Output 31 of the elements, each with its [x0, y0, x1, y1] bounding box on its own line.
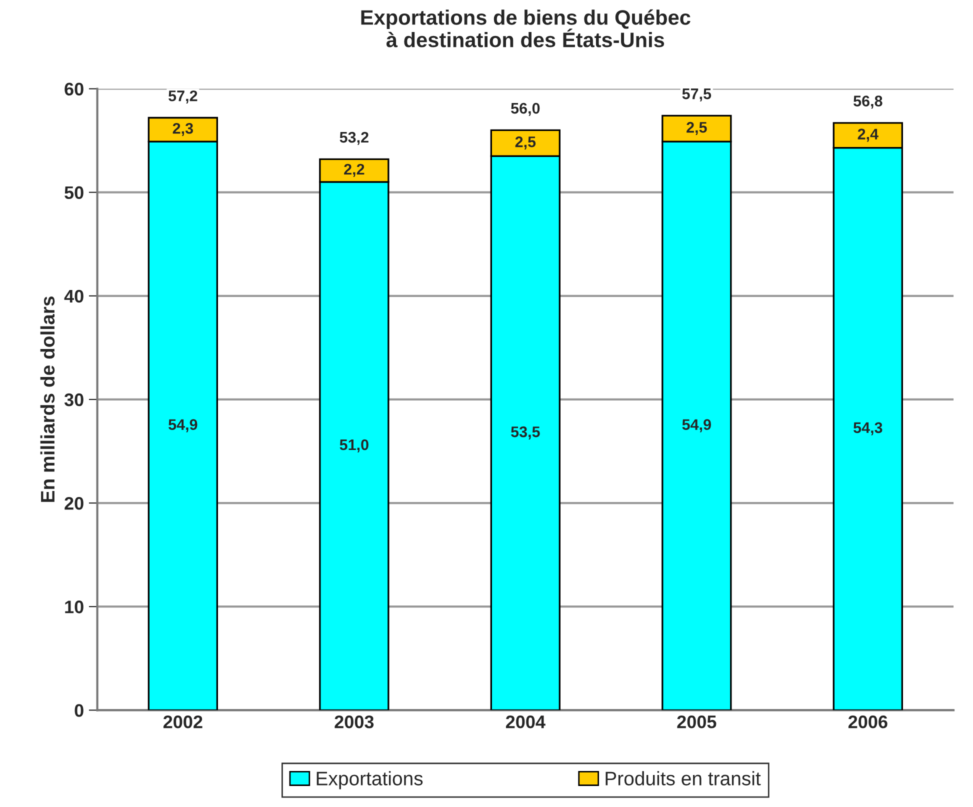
legend-label: Exportations [316, 771, 423, 790]
data-label: 2,5 [515, 136, 536, 150]
legend-label: Produits en transit [606, 771, 761, 786]
data-label: 2,4 [858, 128, 878, 142]
y-tick-label: 20 [64, 496, 84, 510]
y-tick-label: 10 [65, 600, 84, 614]
chart-title: Exportations de biens du Québec à destination des États-Unis [361, 9, 690, 48]
x-tick-label: 2005 [677, 716, 716, 728]
data-label: 54,3 [854, 422, 882, 436]
y-axis-title: En milliards de dollars [40, 296, 55, 502]
data-label: 51,0 [340, 439, 368, 452]
x-tick-label: 2006 [848, 716, 888, 728]
y-tick-label: 40 [64, 290, 84, 303]
data-label: 53,5 [511, 426, 540, 440]
total-label: 56,0 [511, 102, 540, 116]
x-tick-label: 2002 [163, 716, 202, 728]
data-label: 54,9 [168, 419, 198, 432]
y-tick-label: 30 [64, 393, 84, 406]
x-tick-label: 2003 [334, 716, 374, 728]
total-label: 53,2 [340, 132, 368, 145]
y-tick-label: 50 [64, 186, 84, 200]
data-label: 2,3 [172, 122, 193, 136]
total-label: 57,5 [682, 88, 712, 102]
y-tick-label: 60 [64, 82, 84, 96]
data-label: 54,9 [682, 419, 711, 432]
total-label: 56,8 [854, 96, 882, 109]
data-label: 2,5 [686, 122, 707, 135]
data-label: 2,2 [344, 164, 364, 177]
x-tick-label: 2004 [506, 716, 546, 728]
total-label: 57,2 [168, 90, 198, 104]
y-tick-label: 0 [74, 704, 84, 717]
